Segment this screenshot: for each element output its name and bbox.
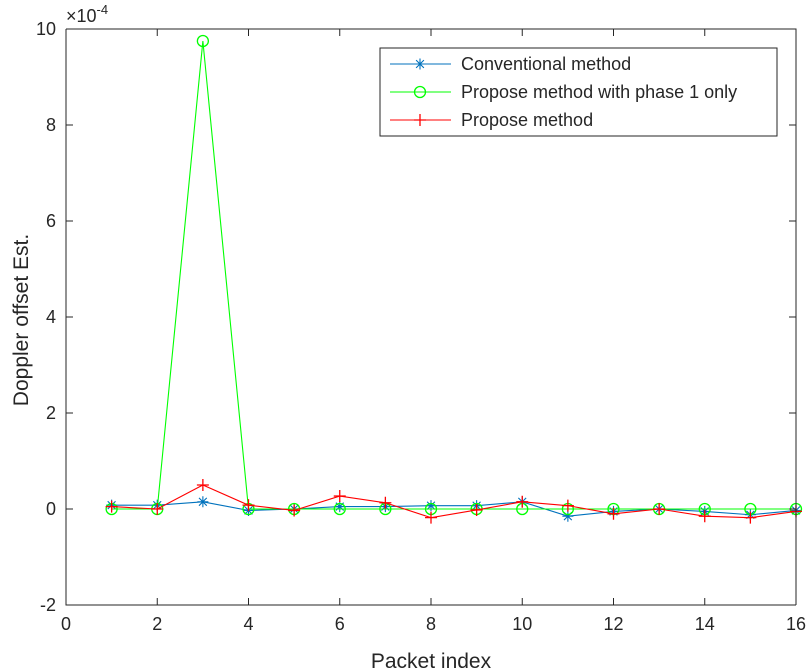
y-tick-label: 4: [46, 307, 56, 327]
legend-marker-2-shape: [413, 85, 427, 99]
data-point-s1-11-shape: [562, 510, 574, 522]
y-exponent-base: ×10: [66, 6, 97, 26]
y-tick-label: 10: [36, 19, 56, 39]
y-axis-label: Doppler offset Est.: [10, 234, 33, 406]
data-point-s3-2-shape: [151, 503, 164, 515]
legend-item-2: Propose method with phase 1 only: [390, 82, 737, 102]
series-line-1: [111, 501, 797, 517]
data-point-s3-6-shape: [333, 490, 346, 503]
data-point-s3-1: [105, 500, 118, 513]
x-tick-label: 10: [512, 614, 532, 634]
y-tick-label: -2: [40, 595, 56, 615]
y-tick-label: 2: [46, 403, 56, 423]
data-point-s3-5: [288, 504, 301, 517]
data-point-s3-11: [561, 499, 574, 512]
data-point-s3-4: [242, 499, 255, 512]
legend-item-3: Propose method: [390, 110, 593, 130]
x-tick-label: 14: [695, 614, 715, 634]
legend-label-2: Propose method with phase 1 only: [461, 82, 737, 102]
data-point-s3-11-shape: [561, 499, 574, 512]
data-point-s3-14-shape: [698, 510, 711, 523]
x-tick-label: 0: [61, 614, 71, 634]
data-point-s3-3-shape: [196, 479, 209, 491]
legend-marker-3: [414, 114, 426, 126]
legend: Conventional method Propose method with p…: [379, 47, 778, 137]
data-point-s3-1-shape: [105, 500, 118, 513]
data-point-s3-12: [607, 507, 620, 520]
series-line-2: [111, 40, 796, 510]
data-point-s3-12-shape: [607, 507, 620, 520]
legend-marker-1-shape: [414, 58, 426, 70]
data-point-s1-11: [562, 510, 574, 522]
data-point-s3-8-shape: [425, 511, 437, 524]
series-layer: [105, 34, 803, 524]
data-point-s2-6: [333, 502, 346, 516]
data-point-s3-6: [333, 490, 346, 503]
data-point-s3-8: [425, 511, 437, 524]
x-tick-label: 8: [426, 614, 436, 634]
data-point-s2-3-shape: [196, 34, 210, 48]
y-tick-label: 8: [46, 115, 56, 135]
legend-marker-3-shape: [414, 114, 426, 126]
x-tick-label: 4: [243, 614, 253, 634]
legend-label-3: Propose method: [461, 110, 593, 130]
data-point-s1-3: [197, 496, 209, 508]
data-point-s3-10-shape: [516, 495, 529, 508]
x-tick-label: 2: [152, 614, 162, 634]
y-tick-label: 0: [46, 499, 56, 519]
data-point-s3-15: [744, 511, 757, 524]
data-point-s3-3: [196, 479, 209, 491]
data-point-s3-14: [698, 510, 711, 523]
data-point-s2-3: [196, 34, 210, 48]
x-axis-label: Packet index: [371, 650, 492, 672]
x-tick-label: 6: [335, 614, 345, 634]
data-point-s3-9-shape: [470, 503, 483, 516]
data-point-s1-6-shape: [334, 501, 346, 513]
axes-layer: [65, 28, 797, 606]
data-point-s3-2: [151, 503, 164, 515]
x-tick-label: 12: [603, 614, 623, 634]
data-point-s3-5-shape: [288, 504, 301, 517]
legend-item-1: Conventional method: [390, 54, 631, 74]
legend-label-1: Conventional method: [461, 54, 631, 74]
data-point-s3-7: [379, 496, 392, 509]
data-point-s1-8: [425, 500, 437, 512]
legend-items: Conventional method Propose method with p…: [390, 54, 737, 130]
data-point-s3-9: [470, 503, 483, 516]
legend-marker-1: [414, 58, 426, 70]
data-point-s3-13: [653, 503, 666, 515]
series-line-3: [111, 484, 797, 519]
data-point-s1-8-shape: [425, 500, 437, 512]
axis-box-top-right: [66, 28, 797, 605]
data-point-s3-13-shape: [653, 503, 666, 515]
data-point-s2-6-shape: [333, 502, 346, 516]
x-tick-label: 16: [786, 614, 806, 634]
data-point-s1-6: [334, 501, 346, 513]
data-point-s3-15-shape: [744, 511, 757, 524]
legend-marker-2: [413, 85, 427, 99]
y-tick-label: 6: [46, 211, 56, 231]
y-exponent-power: -4: [97, 2, 109, 17]
data-point-s3-4-shape: [242, 499, 255, 512]
data-point-s3-7-shape: [379, 496, 392, 509]
y-exponent: ×10-4: [66, 2, 108, 26]
data-point-s1-3-shape: [197, 496, 209, 508]
data-point-s3-10: [516, 495, 529, 508]
